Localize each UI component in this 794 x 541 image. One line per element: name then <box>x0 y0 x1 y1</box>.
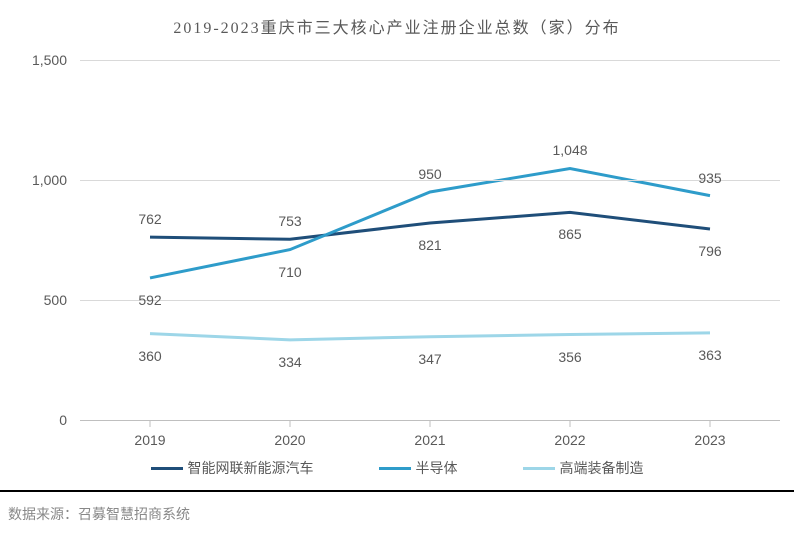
data-label: 356 <box>558 349 581 365</box>
legend-label: 智能网联新能源汽车 <box>188 458 314 478</box>
x-tick-label: 2022 <box>554 432 585 448</box>
data-label: 710 <box>278 264 301 280</box>
legend-swatch <box>379 467 411 470</box>
data-label: 762 <box>138 211 161 227</box>
data-label: 753 <box>278 213 301 229</box>
legend-swatch <box>151 467 183 470</box>
data-source: 数据来源：召募智慧招商系统 <box>0 492 794 536</box>
data-label: 821 <box>418 237 441 253</box>
x-tick-label: 2021 <box>414 432 445 448</box>
y-tick-label: 1,000 <box>32 172 67 188</box>
series-line <box>150 333 710 340</box>
chart-title: 2019-2023重庆市三大核心产业注册企业总数（家）分布 <box>0 0 794 38</box>
data-label: 360 <box>138 348 161 364</box>
data-label: 334 <box>278 354 301 370</box>
data-label: 347 <box>418 351 441 367</box>
data-label: 865 <box>558 226 581 242</box>
data-label: 363 <box>698 347 721 363</box>
x-tick-label: 2019 <box>134 432 165 448</box>
x-tick-label: 2023 <box>694 432 725 448</box>
y-tick-label: 1,500 <box>32 52 67 68</box>
data-label: 935 <box>698 170 721 186</box>
gridline <box>80 300 780 301</box>
legend-item: 半导体 <box>379 458 458 478</box>
chart-container: 2019-2023重庆市三大核心产业注册企业总数（家）分布 0 500 1,000 1… <box>0 0 794 490</box>
legend-label: 高端装备制造 <box>560 458 644 478</box>
y-tick-label: 0 <box>59 412 67 428</box>
data-label: 796 <box>698 243 721 259</box>
plot-area: 2019202020212022202376275382186579659271… <box>80 60 780 420</box>
y-axis: 05001,0001,500 <box>0 60 75 420</box>
legend: 智能网联新能源汽车 半导体 高端装备制造 <box>0 458 794 478</box>
legend-item: 高端装备制造 <box>523 458 644 478</box>
gridline <box>80 420 780 421</box>
legend-item: 智能网联新能源汽车 <box>151 458 314 478</box>
gridline <box>80 60 780 61</box>
y-tick-label: 500 <box>44 292 67 308</box>
legend-label: 半导体 <box>416 458 458 478</box>
data-label: 592 <box>138 292 161 308</box>
data-label: 950 <box>418 166 441 182</box>
legend-swatch <box>523 467 555 470</box>
data-label: 1,048 <box>552 142 587 158</box>
x-tick-label: 2020 <box>274 432 305 448</box>
series-line <box>150 212 710 239</box>
